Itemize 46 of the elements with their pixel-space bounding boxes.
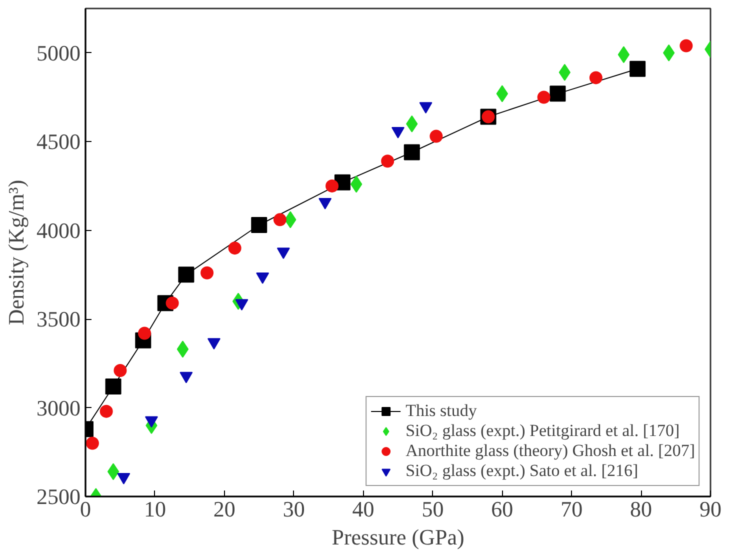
point bbox=[256, 272, 270, 284]
legend-label: This study bbox=[406, 401, 477, 421]
y-tick-label: 5000 bbox=[36, 40, 80, 66]
y-tick-label: 4500 bbox=[36, 129, 80, 154]
point bbox=[200, 266, 214, 280]
point bbox=[680, 39, 693, 52]
y-axis-title: Density (Kg/m³) bbox=[4, 180, 28, 326]
x-tick-label: 10 bbox=[144, 496, 166, 522]
x-tick-label: 30 bbox=[282, 496, 305, 522]
x-tick-label: 60 bbox=[491, 496, 514, 522]
legend-label: Anorthite glass (theory) Ghosh et al. [207] bbox=[406, 441, 695, 461]
point bbox=[166, 296, 179, 310]
point bbox=[176, 340, 189, 358]
legend-label: SiO₂ glass (expt.) Petitgirard et al. [170] bbox=[406, 421, 680, 441]
point bbox=[537, 90, 550, 104]
point bbox=[589, 71, 602, 84]
x-tick-label: 20 bbox=[213, 496, 236, 522]
point bbox=[630, 60, 646, 77]
point bbox=[273, 213, 286, 226]
legend-label: SiO₂ glass (expt.) Sato et al. [216] bbox=[406, 461, 638, 481]
point bbox=[107, 463, 120, 480]
y-tick-label: 2500 bbox=[36, 484, 80, 509]
x-tick-label: 70 bbox=[560, 496, 583, 522]
point bbox=[381, 154, 394, 168]
x-tick-label: 90 bbox=[700, 496, 722, 522]
x-tick-label: 80 bbox=[630, 496, 652, 522]
point bbox=[86, 436, 99, 450]
point bbox=[228, 242, 242, 255]
x-tick-label: 40 bbox=[352, 496, 374, 522]
x-tick-label: 50 bbox=[422, 496, 444, 522]
point bbox=[100, 404, 113, 418]
point bbox=[430, 130, 443, 143]
point bbox=[105, 378, 122, 394]
point bbox=[550, 86, 566, 102]
y-tick-label: 3500 bbox=[36, 306, 80, 332]
point bbox=[138, 326, 152, 340]
y-tick-label: 4000 bbox=[36, 218, 80, 243]
point bbox=[178, 266, 194, 283]
point bbox=[404, 144, 420, 160]
y-tick-label: 3000 bbox=[36, 395, 80, 420]
point bbox=[114, 364, 127, 377]
point bbox=[251, 216, 268, 233]
x-axis-title: Pressure (GPa) bbox=[332, 524, 464, 550]
point bbox=[618, 46, 630, 64]
point bbox=[326, 179, 339, 192]
x-tick-label: 0 bbox=[80, 496, 91, 522]
